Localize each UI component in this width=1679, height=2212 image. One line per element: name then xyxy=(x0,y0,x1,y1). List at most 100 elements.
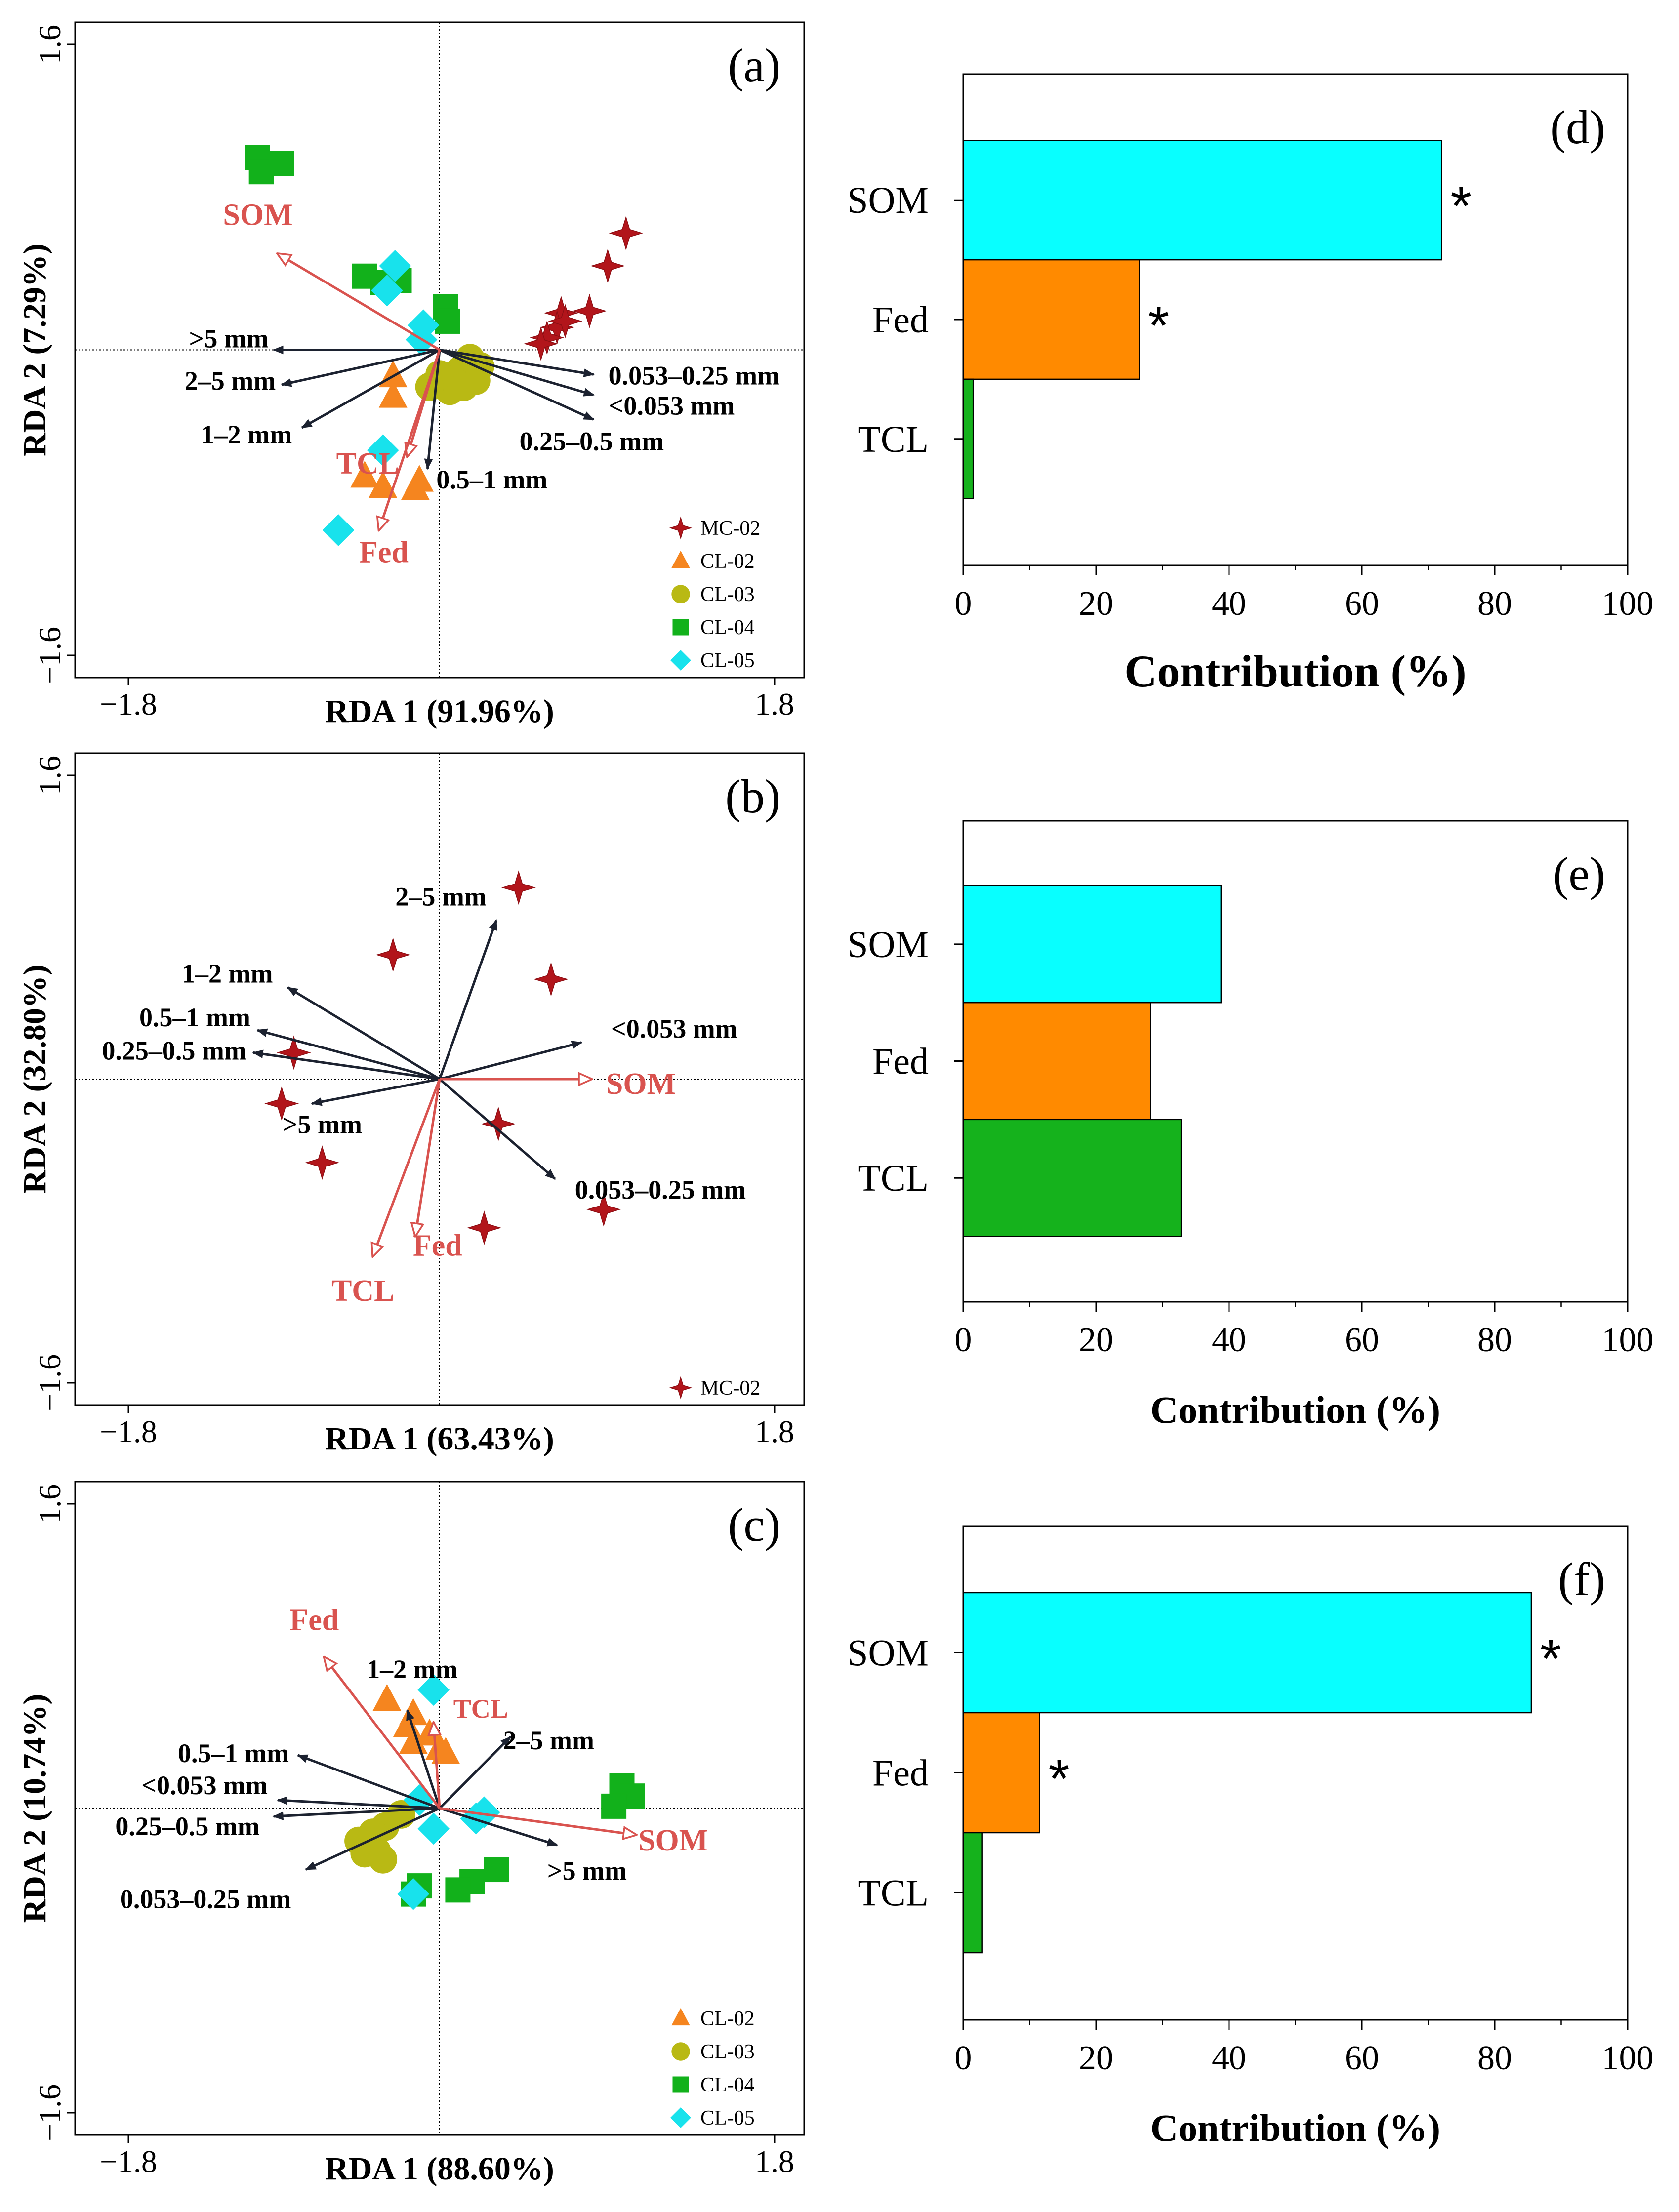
x-tick-label: −1.8 xyxy=(100,686,157,722)
point-cl-02 xyxy=(401,473,430,500)
point-cl-02 xyxy=(378,381,408,408)
arrow-label-5-mm: >5 mm xyxy=(283,1110,362,1139)
arrow-1-2-mm xyxy=(406,1709,441,1809)
arrow-label-1-2-mm: 1–2 mm xyxy=(201,420,292,449)
sample-points xyxy=(245,145,644,546)
point-mc-02 xyxy=(586,1192,621,1227)
x-tick-label: 100 xyxy=(1602,2039,1654,2077)
panel-label: (d) xyxy=(1550,101,1605,154)
arrow-label-0-5-1-mm: 0.5–1 mm xyxy=(178,1738,289,1768)
env-arrows: SOM TCL Fed xyxy=(331,1067,676,1308)
arrow-label-0-25-0-5-mm: 0.25–0.5 mm xyxy=(115,1811,259,1841)
point-mc-02 xyxy=(276,1035,311,1070)
x-tick-label: 40 xyxy=(1212,2039,1246,2077)
env-arrow-som xyxy=(278,254,441,351)
rda-panel-b: −1.8 1.8 −1.6 1.6 RDA 1 (63.43%) RDA 2 (32.80… xyxy=(17,752,805,1457)
point-cl-04 xyxy=(435,308,460,334)
legend-marker-cl-04 xyxy=(672,619,689,636)
arrow-0-053-mm xyxy=(439,349,595,397)
arrow-label-0-053-mm: <0.053 mm xyxy=(611,1014,737,1044)
legend-marker-cl-03 xyxy=(671,2042,690,2061)
significance-star: * xyxy=(1148,295,1169,356)
x-tick-label: 1.8 xyxy=(755,686,794,722)
x-tick-label: 60 xyxy=(1345,585,1379,623)
bar-tcl xyxy=(962,378,974,499)
arrow-0-25-0-5-mm xyxy=(439,349,595,421)
x-tick-label: −1.8 xyxy=(100,1414,157,1449)
legend-marker-mc-02 xyxy=(669,516,693,540)
panel-label: (a) xyxy=(728,39,780,92)
legend-label-cl-03: CL-03 xyxy=(700,583,755,606)
y-tick-label: 1.6 xyxy=(32,1484,67,1524)
x-tick-label: 40 xyxy=(1212,1321,1246,1359)
legend-marker-cl-05 xyxy=(670,650,691,671)
point-mc-02 xyxy=(609,216,644,250)
arrow-tcl xyxy=(434,1723,440,1809)
category-label-tcl: TCL xyxy=(858,1873,929,1914)
legend-label-mc-02: MC-02 xyxy=(700,1377,760,1400)
point-cl-02 xyxy=(431,1737,460,1764)
bar-som xyxy=(962,1592,1532,1714)
arrow-label-2-5-mm: 2–5 mm xyxy=(185,366,276,396)
env-arrow-tcl xyxy=(373,1079,441,1256)
point-cl-03 xyxy=(450,372,479,402)
legend-marker-cl-04 xyxy=(672,2076,689,2093)
legend-marker-mc-02 xyxy=(669,1376,693,1400)
arrow-label-tcl: TCL xyxy=(453,1694,508,1724)
point-cl-04 xyxy=(601,1793,627,1819)
env-arrow-fed xyxy=(415,1079,441,1236)
legend-label-cl-02: CL-02 xyxy=(700,550,755,573)
arrow-0-053-mm xyxy=(276,1796,440,1810)
bar-fed xyxy=(962,1002,1151,1121)
point-cl-05 xyxy=(322,514,355,546)
x-axis-title: Contribution (%) xyxy=(1150,1388,1440,1431)
x-tick-label: 1.8 xyxy=(755,1414,794,1449)
point-cl-05 xyxy=(417,1674,450,1706)
x-tick-label: 100 xyxy=(1602,1321,1654,1359)
x-tick-label: 60 xyxy=(1345,2039,1379,2077)
env-label-fed: Fed xyxy=(413,1229,462,1263)
arrow-0-053-0-25-mm xyxy=(439,349,595,377)
arrow-0-053-0-25-mm xyxy=(305,1807,441,1871)
panel-label: (e) xyxy=(1553,847,1605,900)
arrow-1-2-mm xyxy=(287,986,441,1081)
arrow-5-mm xyxy=(311,1078,440,1106)
legend-label-mc-02: MC-02 xyxy=(700,517,760,540)
significance-star: * xyxy=(1049,1749,1070,1810)
point-cl-02 xyxy=(369,471,398,498)
x-tick-label: 0 xyxy=(955,2039,972,2077)
point-cl-02 xyxy=(350,460,379,488)
point-mc-02 xyxy=(264,1086,299,1121)
env-label-som: SOM xyxy=(638,1824,708,1857)
arrow-label-5-mm: >5 mm xyxy=(189,324,269,354)
arrow-0-053-0-25-mm xyxy=(439,1078,556,1180)
point-mc-02 xyxy=(590,248,625,283)
category-label-tcl: TCL xyxy=(858,1158,929,1199)
legend-label-cl-04: CL-04 xyxy=(700,2074,755,2096)
env-arrow-fed xyxy=(324,1657,441,1810)
x-tick-label: 0 xyxy=(955,585,972,623)
point-mc-02 xyxy=(305,1145,340,1180)
legend-label-cl-04: CL-04 xyxy=(700,616,755,639)
x-tick-label: 1.8 xyxy=(755,2144,794,2179)
category-label-som: SOM xyxy=(847,1633,929,1674)
env-arrows: Fed SOM xyxy=(289,1604,708,1858)
arrow-label-0-5-1-mm: 0.5–1 mm xyxy=(436,465,547,494)
legend-marker-cl-02 xyxy=(671,2008,690,2026)
x-tick-label: −1.8 xyxy=(100,2144,157,2179)
x-tick-label: 80 xyxy=(1477,2039,1512,2077)
y-tick-label: 1.6 xyxy=(32,25,67,64)
bar-panel-e: SOM Fed TCL 0 20 40 60 80 100 Contribution (%) (e) xyxy=(847,820,1654,1431)
arrow-0-5-1-mm xyxy=(424,350,441,470)
bar-som xyxy=(962,140,1442,261)
arrow-5-mm xyxy=(439,1807,558,1847)
x-axis-title: RDA 1 (88.60%) xyxy=(325,2151,554,2187)
arrow-0-25-0-5-mm xyxy=(252,1049,440,1081)
significance-star: * xyxy=(1450,176,1472,237)
point-mc-02 xyxy=(501,870,536,905)
arrow-label-0-053-0-25-mm: 0.053–0.25 mm xyxy=(609,361,779,390)
point-cl-05 xyxy=(417,1812,450,1845)
point-cl-05 xyxy=(371,274,403,307)
bar-fed xyxy=(962,259,1140,380)
